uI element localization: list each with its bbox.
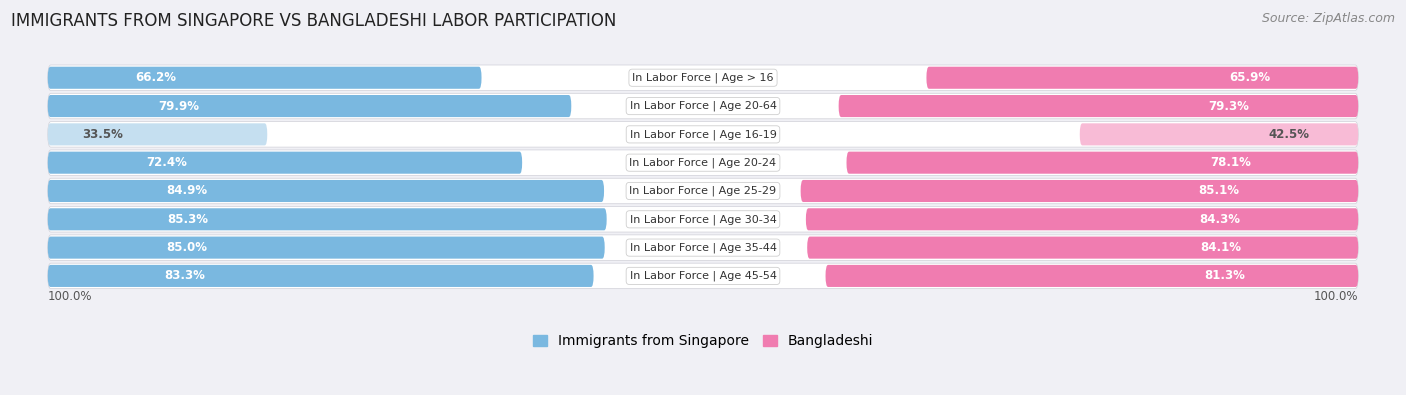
- Text: In Labor Force | Age > 16: In Labor Force | Age > 16: [633, 73, 773, 83]
- Text: 79.3%: 79.3%: [1208, 100, 1249, 113]
- FancyBboxPatch shape: [48, 180, 605, 202]
- FancyBboxPatch shape: [48, 67, 481, 89]
- FancyBboxPatch shape: [48, 93, 1358, 119]
- FancyBboxPatch shape: [1080, 123, 1358, 145]
- Text: In Labor Force | Age 20-64: In Labor Force | Age 20-64: [630, 101, 776, 111]
- FancyBboxPatch shape: [48, 122, 1358, 147]
- FancyBboxPatch shape: [48, 265, 593, 287]
- Text: 85.1%: 85.1%: [1198, 184, 1239, 198]
- Text: 100.0%: 100.0%: [48, 290, 93, 303]
- Text: 78.1%: 78.1%: [1211, 156, 1251, 169]
- Text: In Labor Force | Age 30-34: In Labor Force | Age 30-34: [630, 214, 776, 224]
- FancyBboxPatch shape: [807, 237, 1358, 259]
- FancyBboxPatch shape: [48, 95, 571, 117]
- FancyBboxPatch shape: [806, 208, 1358, 230]
- FancyBboxPatch shape: [800, 180, 1358, 202]
- Text: In Labor Force | Age 35-44: In Labor Force | Age 35-44: [630, 243, 776, 253]
- FancyBboxPatch shape: [838, 95, 1358, 117]
- Text: 65.9%: 65.9%: [1230, 71, 1271, 84]
- Text: 85.3%: 85.3%: [167, 213, 208, 226]
- Text: 84.1%: 84.1%: [1199, 241, 1241, 254]
- Text: Source: ZipAtlas.com: Source: ZipAtlas.com: [1261, 12, 1395, 25]
- FancyBboxPatch shape: [48, 263, 1358, 289]
- FancyBboxPatch shape: [825, 265, 1358, 287]
- FancyBboxPatch shape: [48, 207, 1358, 232]
- Text: 100.0%: 100.0%: [1313, 290, 1358, 303]
- Text: In Labor Force | Age 20-24: In Labor Force | Age 20-24: [630, 158, 776, 168]
- Text: 84.9%: 84.9%: [166, 184, 208, 198]
- FancyBboxPatch shape: [846, 152, 1358, 174]
- FancyBboxPatch shape: [48, 208, 606, 230]
- FancyBboxPatch shape: [48, 152, 522, 174]
- Text: 66.2%: 66.2%: [136, 71, 177, 84]
- FancyBboxPatch shape: [48, 150, 1358, 175]
- Text: 79.9%: 79.9%: [157, 100, 200, 113]
- FancyBboxPatch shape: [48, 235, 1358, 260]
- Text: IMMIGRANTS FROM SINGAPORE VS BANGLADESHI LABOR PARTICIPATION: IMMIGRANTS FROM SINGAPORE VS BANGLADESHI…: [11, 12, 617, 30]
- Text: 83.3%: 83.3%: [163, 269, 205, 282]
- Text: 81.3%: 81.3%: [1205, 269, 1246, 282]
- FancyBboxPatch shape: [48, 123, 267, 145]
- Text: In Labor Force | Age 45-54: In Labor Force | Age 45-54: [630, 271, 776, 281]
- Text: 85.0%: 85.0%: [166, 241, 208, 254]
- Text: In Labor Force | Age 16-19: In Labor Force | Age 16-19: [630, 129, 776, 139]
- Text: 42.5%: 42.5%: [1268, 128, 1309, 141]
- Text: 84.3%: 84.3%: [1199, 213, 1240, 226]
- FancyBboxPatch shape: [48, 178, 1358, 204]
- FancyBboxPatch shape: [48, 65, 1358, 90]
- FancyBboxPatch shape: [48, 237, 605, 259]
- Legend: Immigrants from Singapore, Bangladeshi: Immigrants from Singapore, Bangladeshi: [527, 329, 879, 354]
- Text: 72.4%: 72.4%: [146, 156, 187, 169]
- FancyBboxPatch shape: [927, 67, 1358, 89]
- Text: In Labor Force | Age 25-29: In Labor Force | Age 25-29: [630, 186, 776, 196]
- Text: 33.5%: 33.5%: [82, 128, 124, 141]
